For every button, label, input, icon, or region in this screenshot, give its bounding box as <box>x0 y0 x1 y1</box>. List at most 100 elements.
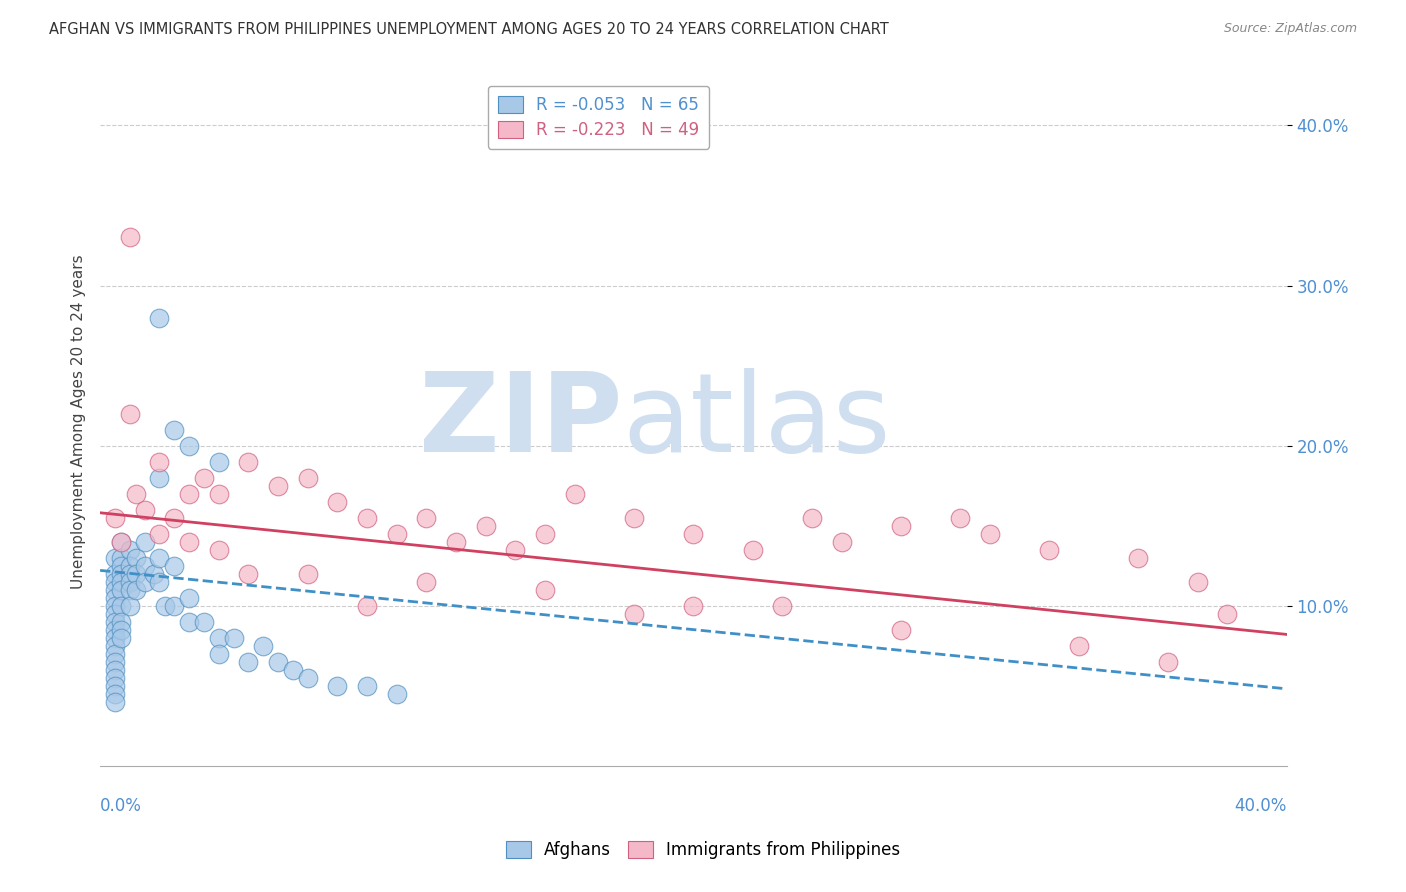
Point <box>267 478 290 492</box>
Point <box>134 558 156 573</box>
Point <box>104 663 127 677</box>
Point <box>505 542 527 557</box>
Point <box>110 550 132 565</box>
Point <box>104 591 127 605</box>
Point <box>949 510 972 524</box>
Point <box>534 526 557 541</box>
Point <box>104 647 127 661</box>
Point <box>326 679 349 693</box>
Point <box>148 550 170 565</box>
Point <box>890 623 912 637</box>
Point <box>163 558 186 573</box>
Point <box>134 574 156 589</box>
Point <box>415 574 437 589</box>
Point <box>534 582 557 597</box>
Point <box>1187 574 1209 589</box>
Point <box>1216 607 1239 621</box>
Point <box>297 671 319 685</box>
Point <box>104 615 127 629</box>
Point <box>118 407 141 421</box>
Point <box>110 574 132 589</box>
Point <box>118 542 141 557</box>
Point <box>356 599 378 613</box>
Point <box>142 566 165 581</box>
Point <box>444 534 467 549</box>
Point <box>110 582 132 597</box>
Text: AFGHAN VS IMMIGRANTS FROM PHILIPPINES UNEMPLOYMENT AMONG AGES 20 TO 24 YEARS COR: AFGHAN VS IMMIGRANTS FROM PHILIPPINES UN… <box>49 22 889 37</box>
Point <box>148 574 170 589</box>
Point <box>297 566 319 581</box>
Point <box>208 486 231 500</box>
Point <box>1038 542 1060 557</box>
Point <box>179 486 201 500</box>
Point <box>741 542 763 557</box>
Point <box>623 607 645 621</box>
Point <box>118 566 141 581</box>
Point <box>148 470 170 484</box>
Point <box>118 599 141 613</box>
Point <box>238 566 260 581</box>
Point <box>356 679 378 693</box>
Point <box>110 615 132 629</box>
Point <box>125 582 148 597</box>
Text: 0.0%: 0.0% <box>100 797 142 814</box>
Point <box>1067 639 1090 653</box>
Point <box>163 599 186 613</box>
Point <box>208 454 231 468</box>
Point <box>104 679 127 693</box>
Point <box>148 310 170 325</box>
Point <box>104 671 127 685</box>
Point <box>179 438 201 452</box>
Point <box>179 534 201 549</box>
Point <box>208 647 231 661</box>
Text: 40.0%: 40.0% <box>1234 797 1286 814</box>
Point <box>110 599 132 613</box>
Point <box>385 687 408 701</box>
Point <box>801 510 824 524</box>
Point <box>110 631 132 645</box>
Point <box>297 470 319 484</box>
Point <box>1157 655 1180 669</box>
Point <box>179 615 201 629</box>
Legend: R = -0.053   N = 65, R = -0.223   N = 49: R = -0.053 N = 65, R = -0.223 N = 49 <box>488 86 709 149</box>
Point <box>356 510 378 524</box>
Point <box>163 423 186 437</box>
Point <box>104 687 127 701</box>
Point <box>104 574 127 589</box>
Point <box>682 599 704 613</box>
Point <box>326 494 349 508</box>
Point <box>238 454 260 468</box>
Point <box>155 599 177 613</box>
Point <box>104 631 127 645</box>
Point <box>104 695 127 709</box>
Point <box>163 510 186 524</box>
Point <box>125 486 148 500</box>
Point <box>385 526 408 541</box>
Point <box>134 502 156 516</box>
Point <box>110 566 132 581</box>
Y-axis label: Unemployment Among Ages 20 to 24 years: Unemployment Among Ages 20 to 24 years <box>72 254 86 589</box>
Point <box>110 558 132 573</box>
Legend: Afghans, Immigrants from Philippines: Afghans, Immigrants from Philippines <box>499 834 907 866</box>
Point <box>682 526 704 541</box>
Text: Source: ZipAtlas.com: Source: ZipAtlas.com <box>1223 22 1357 36</box>
Point <box>267 655 290 669</box>
Point <box>118 230 141 244</box>
Point <box>831 534 853 549</box>
Point <box>222 631 245 645</box>
Point <box>110 623 132 637</box>
Point <box>474 518 496 533</box>
Point <box>110 534 132 549</box>
Point <box>1128 550 1150 565</box>
Point <box>118 574 141 589</box>
Point <box>281 663 304 677</box>
Point <box>208 631 231 645</box>
Point <box>193 615 215 629</box>
Point <box>890 518 912 533</box>
Point <box>104 607 127 621</box>
Point <box>104 582 127 597</box>
Point <box>125 566 148 581</box>
Text: atlas: atlas <box>623 368 890 475</box>
Point <box>979 526 1001 541</box>
Point <box>134 534 156 549</box>
